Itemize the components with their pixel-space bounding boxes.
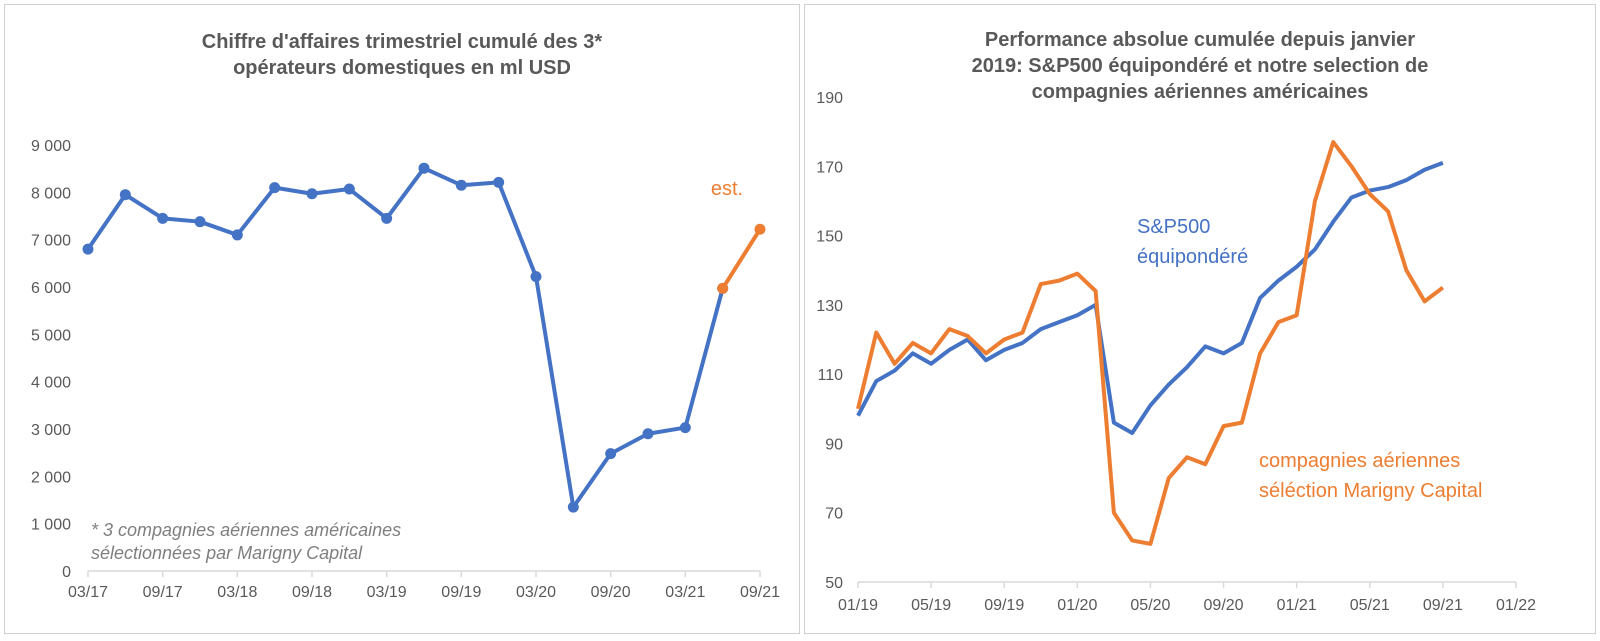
sp500-series-line <box>856 160 1444 436</box>
x-tick-label: 09/18 <box>292 584 332 601</box>
x-tick-label: 05/19 <box>911 597 951 614</box>
left-title-line-2: opérateurs domestiques en ml USD <box>233 57 571 79</box>
sp500-label-line-2: équipondéré <box>1137 246 1248 268</box>
right-title-line-3: compagnies aériennes américaines <box>1031 81 1369 103</box>
x-tick-label: 09/19 <box>984 597 1024 614</box>
right-chart-title: Performance absolue cumulée depuis janvi… <box>805 27 1595 105</box>
revenue-point <box>567 501 579 513</box>
x-tick-label: 01/21 <box>1277 597 1317 614</box>
y-tick-label: 4 000 <box>31 375 71 392</box>
y-tick-label: 150 <box>816 229 843 246</box>
left-chart-svg: 0 1 000 2 000 3 000 4 000 5 000 6 000 7 000 8 00… <box>31 138 780 601</box>
airlines-label-line-2: séléction Marigny Capital <box>1259 480 1482 502</box>
x-tick-label: 03/18 <box>217 584 257 601</box>
revenue-point <box>82 243 94 255</box>
x-tick-label: 03/19 <box>367 584 407 601</box>
x-tick-label: 01/19 <box>838 597 878 614</box>
y-tick-label: 2 000 <box>31 469 71 486</box>
revenue-point <box>343 183 355 195</box>
revenue-point <box>269 182 281 194</box>
y-tick-label: 6 000 <box>31 280 71 297</box>
x-tick-label: 03/20 <box>516 584 556 601</box>
left-title-line-1: Chiffre d'affaires trimestriel cumulé de… <box>201 31 603 53</box>
y-tick-label: 190 <box>816 90 843 107</box>
revenue-point <box>231 229 243 241</box>
x-tick-label: 01/22 <box>1496 597 1536 614</box>
x-tick-label: 05/21 <box>1350 597 1390 614</box>
x-tick-label: 09/21 <box>740 584 780 601</box>
right-title-line-1: Performance absolue cumulée depuis janvi… <box>984 29 1416 51</box>
x-tick-label: 05/20 <box>1130 597 1170 614</box>
sp500-label-line-1: S&P500 <box>1137 216 1210 238</box>
x-tick-label: 09/20 <box>591 584 631 601</box>
x-tick-label: 09/20 <box>1204 597 1244 614</box>
x-tick-label: 03/17 <box>68 584 108 601</box>
y-tick-label: 70 <box>825 506 843 523</box>
revenue-point <box>381 212 393 224</box>
estimate-annotation: est. <box>711 178 743 200</box>
x-tick-label: 09/17 <box>143 584 183 601</box>
revenue-point <box>455 179 467 191</box>
y-tick-label: 9 000 <box>31 138 71 155</box>
revenue-point <box>642 428 654 440</box>
revenue-point <box>493 176 505 188</box>
revenue-series-line <box>86 166 725 510</box>
x-tick-label: 03/21 <box>665 584 705 601</box>
revenue-point <box>679 422 691 434</box>
airlines-label-line-1: compagnies aériennes <box>1259 450 1460 472</box>
revenue-point <box>530 271 542 283</box>
footnote-line-2: sélectionnées par Marigny Capital <box>91 543 363 563</box>
right-chart-panel: Performance absolue cumulée depuis janvi… <box>804 4 1596 634</box>
y-tick-label: 8 000 <box>31 185 71 202</box>
revenue-point <box>194 216 206 228</box>
revenue-point <box>157 212 169 224</box>
y-tick-label: 50 <box>825 575 843 592</box>
y-tick-label: 90 <box>825 436 843 453</box>
right-title-line-2: 2019: S&P500 équipondéré et notre select… <box>971 55 1429 77</box>
revenue-point <box>119 189 131 201</box>
y-tick-label: 130 <box>816 298 843 315</box>
y-tick-label: 170 <box>816 159 843 176</box>
airlines-series-line <box>856 140 1445 546</box>
x-tick-label: 01/20 <box>1057 597 1097 614</box>
footnote-line-1: * 3 compagnies aériennes américaines <box>91 520 401 540</box>
revenue-point <box>605 448 617 460</box>
estimate-point <box>754 223 766 235</box>
y-tick-label: 3 000 <box>31 422 71 439</box>
revenue-point <box>306 188 318 200</box>
estimate-series-line <box>720 228 762 290</box>
revenue-point <box>418 162 430 174</box>
y-tick-label: 7 000 <box>31 233 71 250</box>
y-tick-label: 1 000 <box>31 517 71 534</box>
left-chart-title: Chiffre d'affaires trimestriel cumulé de… <box>5 29 799 81</box>
y-tick-label: 5 000 <box>31 327 71 344</box>
y-tick-label: 110 <box>817 367 843 384</box>
left-chart-panel: Chiffre d'affaires trimestriel cumulé de… <box>4 4 800 634</box>
estimate-point <box>717 282 729 294</box>
x-tick-label: 09/21 <box>1423 597 1463 614</box>
right-chart-svg: 50 70 90 110 130 150 170 190 01/19 05/19 09/19 01/2… <box>816 90 1536 614</box>
x-tick-label: 09/19 <box>441 584 481 601</box>
y-tick-label: 0 <box>62 564 71 581</box>
